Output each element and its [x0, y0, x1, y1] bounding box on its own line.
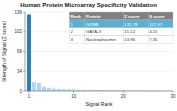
table-cell — [123, 36, 148, 44]
table-cell-text: 4.15 — [149, 29, 158, 34]
x-tick-label: 30 — [170, 94, 176, 99]
bar — [32, 82, 36, 91]
table-cell — [148, 20, 173, 28]
table-cell — [69, 28, 85, 36]
bar — [47, 88, 51, 91]
table-cell-text: GZMB — [86, 22, 99, 27]
table-cell — [123, 20, 148, 28]
table-cell-text: 13.96 — [124, 37, 135, 42]
table-cell-text: 122.67 — [149, 22, 163, 27]
title: Human Protein Microarray Specificity Val… — [20, 2, 157, 8]
bar — [42, 87, 46, 91]
y-tick-label: 68 — [17, 49, 23, 54]
y-tick-label: 0 — [19, 89, 22, 94]
table-cell-text: 7.35 — [149, 37, 158, 42]
table-cell-text: 15.12 — [124, 29, 135, 34]
table-header-cell — [148, 12, 173, 20]
x-tick-label: 10 — [71, 94, 77, 99]
chart: Human Protein Microarray Specificity Val… — [0, 0, 177, 111]
table-header-cell — [85, 12, 123, 20]
y-tick-label: 136 — [14, 10, 22, 15]
bars — [27, 14, 173, 91]
table-header-text: Protein — [86, 14, 101, 19]
y-axis-line — [25, 12, 26, 91]
y-tick-label: 34 — [17, 69, 23, 74]
bar — [52, 89, 56, 91]
table-header-cell — [69, 12, 85, 20]
table-cell — [85, 28, 123, 36]
bar — [57, 89, 61, 91]
bar — [27, 14, 31, 91]
table-cell-text: 2 — [70, 29, 73, 34]
table-cell — [148, 36, 173, 44]
table: Rank Protein Z score S score 1 GZMB 131.78 122.… — [69, 12, 173, 44]
grid-line — [25, 51, 173, 52]
table-cell-text: 3 — [70, 37, 73, 42]
grid-line — [25, 71, 173, 72]
y-tick-label: 102 — [14, 29, 22, 34]
table-header-cell — [123, 12, 148, 20]
table-cell — [123, 28, 148, 36]
table-cell-text: 1 — [70, 22, 73, 27]
x-tick-label: 1 — [28, 94, 31, 99]
table-cell — [69, 36, 85, 44]
table-header-text: Z score — [124, 14, 140, 19]
table-cell — [148, 28, 173, 36]
table-header-text: Rank — [70, 14, 81, 19]
x-axis-line — [25, 91, 173, 92]
table-cell — [69, 20, 85, 28]
table-cell — [85, 36, 123, 44]
table-cell-text: Nucleophosmin — [86, 37, 116, 42]
x-axis-label: Signal Rank — [86, 101, 113, 107]
table-cell — [85, 20, 123, 28]
table-cell-text: 131.78 — [124, 22, 138, 27]
x-tick-label: 20 — [121, 94, 127, 99]
bar — [37, 83, 41, 91]
y-axis-label: Strength of Signal (Z score) — [1, 21, 7, 82]
table-cell-text: GATA-3 — [86, 29, 101, 34]
table-header-text: S score — [149, 14, 165, 19]
